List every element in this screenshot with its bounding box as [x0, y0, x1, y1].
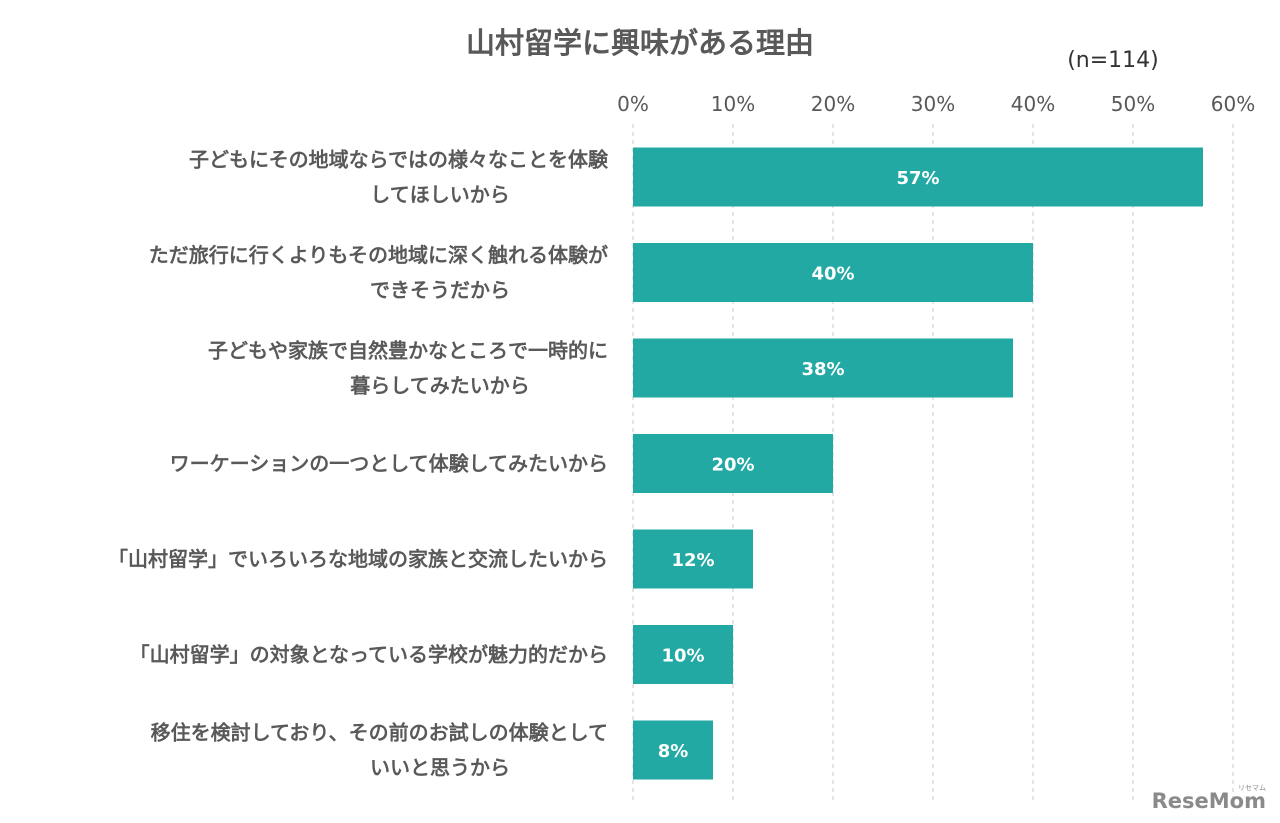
category-label: いいと思うから — [370, 756, 510, 780]
bar — [633, 720, 713, 780]
bar-value-label: 12% — [671, 550, 714, 571]
resemom-logo: ReseMom リセマム — [1152, 784, 1266, 813]
category-label: 子どもや家族で自然豊かなところで一時的に — [208, 339, 608, 363]
category-label: してほしいから — [370, 183, 509, 207]
bar — [633, 243, 1033, 302]
bar — [633, 529, 753, 589]
bar-value-label: 10% — [661, 646, 704, 667]
x-tick-label: 0% — [617, 92, 649, 116]
x-tick-label: 50% — [1111, 92, 1155, 116]
bar — [633, 434, 833, 493]
x-tick-label: 40% — [1011, 92, 1055, 116]
bar — [633, 338, 1013, 398]
category-label: 移住を検討しており、その前のお試しの体験として — [151, 721, 608, 745]
category-label: 暮らしてみたいから — [349, 374, 529, 398]
bar-value-label: 38% — [801, 359, 844, 380]
x-tick-label: 10% — [711, 92, 755, 116]
x-axis-ticks: 0% 10% 20% 30% 40% 50% 60% — [617, 92, 1255, 116]
bar-value-label: 40% — [811, 264, 854, 285]
bar — [633, 147, 1203, 207]
x-tick-label: 20% — [811, 92, 855, 116]
category-label: ただ旅行に行くよりもその地域に深く触れる体験が — [149, 243, 608, 267]
sample-size-note: (n=114) — [1067, 48, 1159, 73]
category-label: できそうだから — [370, 278, 510, 302]
logo-text: ReseMom — [1152, 789, 1266, 813]
category-label: 子どもにその地域ならではの様々なことを体験 — [189, 148, 609, 172]
bar — [633, 625, 733, 684]
bar-value-label: 57% — [896, 168, 939, 189]
logo-subtext: リセマム — [1238, 784, 1266, 792]
chart-title: 山村留学に興味がある理由 — [466, 26, 814, 60]
category-label: 「山村留学」でいろいろな地域の家族と交流したいから — [108, 547, 608, 571]
bars — [633, 147, 1203, 780]
value-labels: 57% 40% 38% 20% 12% 10% 8% — [658, 168, 940, 762]
x-tick-label: 60% — [1211, 92, 1255, 116]
category-label: 「山村留学」の対象となっている学校が魅力的だから — [130, 643, 608, 667]
x-tick-label: 30% — [911, 92, 955, 116]
bar-value-label: 8% — [658, 741, 689, 762]
category-label: ワーケーションの一つとして体験してみたいから — [170, 452, 608, 476]
bar-value-label: 20% — [711, 455, 754, 476]
category-labels: 子どもにその地域ならではの様々なことを体験してほしいからただ旅行に行くよりもその… — [108, 148, 609, 780]
